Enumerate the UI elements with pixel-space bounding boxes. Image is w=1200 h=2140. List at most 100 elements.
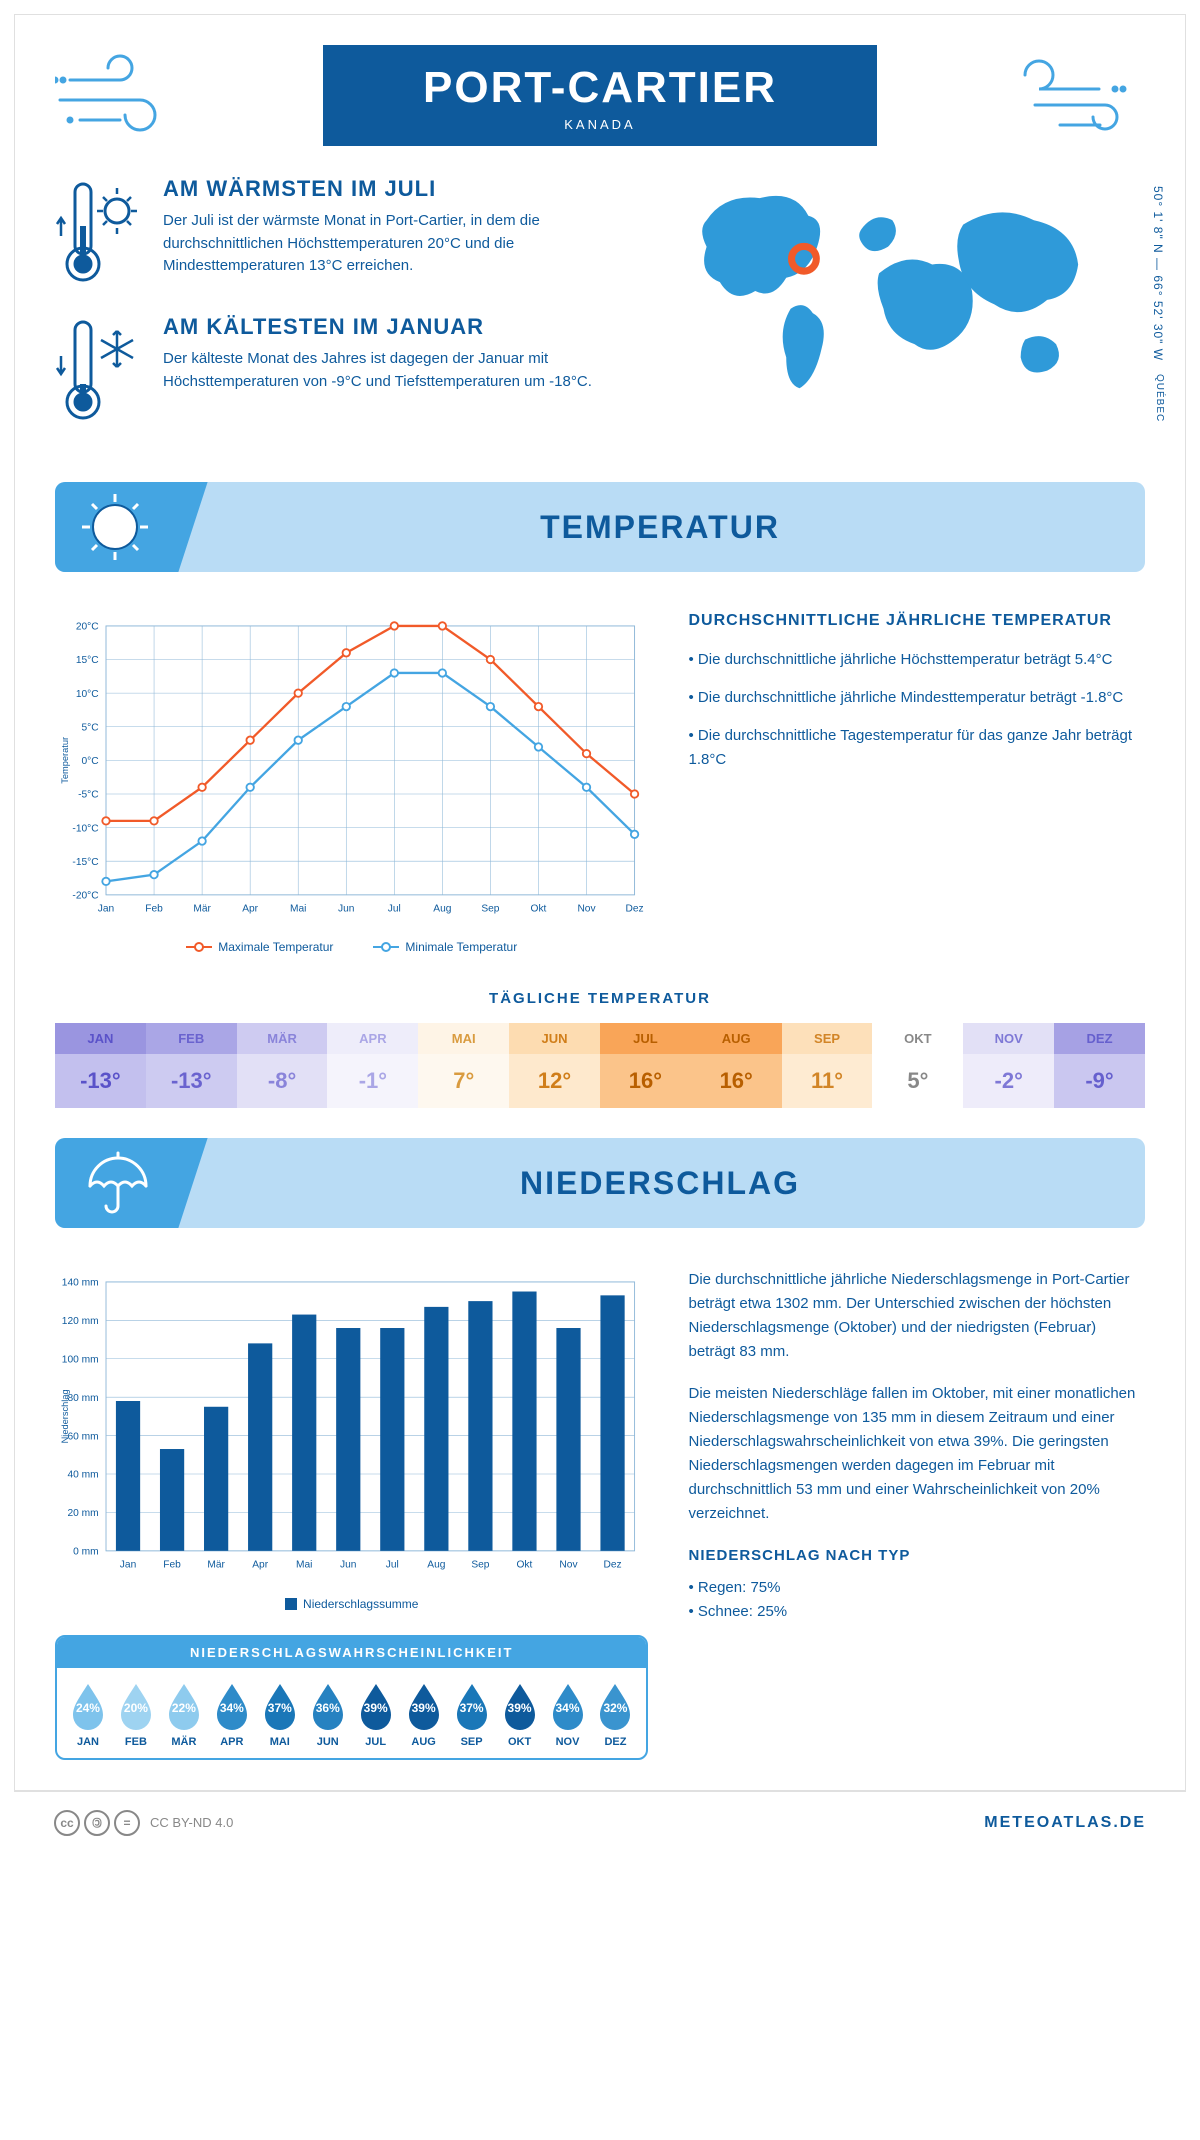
site-name: METEOATLAS.DE [984, 1814, 1146, 1832]
temperature-line-chart: -20°C-15°C-10°C-5°C0°C5°C10°C15°C20°CJan… [55, 612, 648, 954]
prob-cell: 37% SEP [449, 1682, 495, 1748]
temp-bullet-2: • Die durchschnittliche jährliche Mindes… [688, 686, 1145, 710]
umbrella-icon [80, 1148, 150, 1218]
coldest-title: AM KÄLTESTEN IM JANUAR [163, 314, 610, 340]
raindrop-icon: 34% [549, 1682, 587, 1730]
precip-p2: Die meisten Niederschläge fallen im Okto… [688, 1382, 1145, 1526]
svg-text:-20°C: -20°C [72, 891, 98, 902]
header: PORT-CARTIER KANADA [55, 15, 1145, 146]
raindrop-icon: 36% [309, 1682, 347, 1730]
daily-cell: JAN -13° [55, 1023, 146, 1108]
raindrop-icon: 37% [453, 1682, 491, 1730]
svg-text:Okt: Okt [531, 904, 547, 915]
daily-cell: SEP 11° [782, 1023, 873, 1108]
svg-text:Jan: Jan [120, 1560, 136, 1571]
temperature-summary: DURCHSCHNITTLICHE JÄHRLICHE TEMPERATUR •… [688, 612, 1145, 954]
temp-bullet-3: • Die durchschnittliche Tagestemperatur … [688, 724, 1145, 772]
svg-text:Aug: Aug [427, 1560, 445, 1571]
legend-max-label: Maximale Temperatur [218, 940, 333, 954]
svg-text:Jun: Jun [338, 904, 354, 915]
svg-text:Feb: Feb [163, 1560, 181, 1571]
license-text: CC BY-ND 4.0 [150, 1815, 233, 1830]
precip-legend: Niederschlagssumme [55, 1597, 648, 1611]
svg-text:Apr: Apr [252, 1560, 268, 1571]
svg-text:Sep: Sep [471, 1560, 489, 1571]
prob-cell: 32% DEZ [592, 1682, 638, 1748]
svg-text:15°C: 15°C [76, 655, 99, 666]
prob-cell: 34% APR [209, 1682, 255, 1748]
svg-text:Temperatur: Temperatur [60, 737, 70, 784]
svg-text:Mai: Mai [296, 1560, 312, 1571]
temp-legend: Maximale Temperatur Minimale Temperatur [55, 940, 648, 954]
svg-text:Dez: Dez [603, 1560, 621, 1571]
precipitation-heading: NIEDERSCHLAG [175, 1165, 1145, 1202]
daily-cell: NOV -2° [963, 1023, 1054, 1108]
temp-bullet-1: • Die durchschnittliche jährliche Höchst… [688, 648, 1145, 672]
precipitation-summary: Die durchschnittliche jährliche Niedersc… [688, 1268, 1145, 1759]
country-subtitle: KANADA [423, 117, 777, 132]
svg-text:120 mm: 120 mm [62, 1316, 99, 1327]
warmest-text: Der Juli ist der wärmste Monat in Port-C… [163, 210, 610, 278]
svg-text:Jul: Jul [388, 904, 401, 915]
svg-text:Nov: Nov [559, 1560, 578, 1571]
warmest-title: AM WÄRMSTEN IM JULI [163, 176, 610, 202]
svg-text:Apr: Apr [242, 904, 258, 915]
svg-text:Mai: Mai [290, 904, 306, 915]
wind-icon-right [1005, 45, 1145, 145]
svg-text:Jan: Jan [98, 904, 114, 915]
region-label: QUÉBEC [1154, 374, 1165, 422]
svg-text:5°C: 5°C [81, 722, 98, 733]
coldest-text: Der kälteste Monat des Jahres ist dagege… [163, 348, 610, 393]
daily-cell: JUL 16° [600, 1023, 691, 1108]
svg-text:Aug: Aug [433, 904, 451, 915]
world-map [640, 176, 1145, 406]
raindrop-icon: 34% [213, 1682, 251, 1730]
warmest-block: AM WÄRMSTEN IM JULI Der Juli ist der wär… [55, 176, 610, 286]
precip-type-heading: NIEDERSCHLAG NACH TYP [688, 1544, 1145, 1568]
prob-cell: 39% AUG [401, 1682, 447, 1748]
raindrop-icon: 39% [405, 1682, 443, 1730]
precip-p1: Die durchschnittliche jährliche Niedersc… [688, 1268, 1145, 1364]
precipitation-banner: NIEDERSCHLAG [55, 1138, 1145, 1228]
prob-cell: 24% JAN [65, 1682, 111, 1748]
coldest-block: AM KÄLTESTEN IM JANUAR Der kälteste Mona… [55, 314, 610, 424]
svg-text:Jul: Jul [386, 1560, 399, 1571]
prob-cell: 34% NOV [545, 1682, 591, 1748]
legend-min-label: Minimale Temperatur [405, 940, 517, 954]
svg-text:-10°C: -10°C [72, 823, 98, 834]
svg-text:Mär: Mär [207, 1560, 225, 1571]
daily-cell: MÄR -8° [237, 1023, 328, 1108]
svg-text:Sep: Sep [481, 904, 499, 915]
wind-icon-left [55, 45, 195, 145]
intro-section: AM WÄRMSTEN IM JULI Der Juli ist der wär… [55, 176, 1145, 452]
prob-cell: 37% MAI [257, 1682, 303, 1748]
prob-cell: 39% OKT [497, 1682, 543, 1748]
svg-text:-15°C: -15°C [72, 857, 98, 868]
raindrop-icon: 37% [261, 1682, 299, 1730]
raindrop-icon: 39% [357, 1682, 395, 1730]
daily-cell: APR -1° [327, 1023, 418, 1108]
daily-temp-heading: TÄGLICHE TEMPERATUR [55, 990, 1145, 1007]
raindrop-icon: 32% [596, 1682, 634, 1730]
precip-type-rain: • Regen: 75% [688, 1576, 1145, 1600]
svg-text:20°C: 20°C [76, 622, 99, 633]
daily-cell: DEZ -9° [1054, 1023, 1145, 1108]
svg-text:Dez: Dez [626, 904, 644, 915]
raindrop-icon: 22% [165, 1682, 203, 1730]
precipitation-bar-chart: 0 mm20 mm40 mm60 mm80 mm100 mm120 mm140 … [55, 1268, 648, 1610]
svg-text:Okt: Okt [517, 1560, 533, 1571]
precip-type-snow: • Schnee: 25% [688, 1600, 1145, 1624]
svg-text:Nov: Nov [577, 904, 596, 915]
svg-text:10°C: 10°C [76, 689, 99, 700]
prob-cell: 39% JUL [353, 1682, 399, 1748]
svg-text:Niederschlag: Niederschlag [60, 1390, 70, 1444]
svg-text:Feb: Feb [145, 904, 163, 915]
raindrop-icon: 39% [501, 1682, 539, 1730]
precip-prob-heading: NIEDERSCHLAGSWAHRSCHEINLICHKEIT [57, 1637, 646, 1668]
prob-cell: 36% JUN [305, 1682, 351, 1748]
nd-icon: = [114, 1810, 140, 1836]
thermometer-hot-icon [55, 176, 145, 286]
svg-text:0°C: 0°C [81, 756, 98, 767]
daily-temp-table: JAN -13° FEB -13° MÄR -8° APR -1° MAI 7°… [55, 1023, 1145, 1108]
svg-text:20 mm: 20 mm [67, 1508, 98, 1519]
